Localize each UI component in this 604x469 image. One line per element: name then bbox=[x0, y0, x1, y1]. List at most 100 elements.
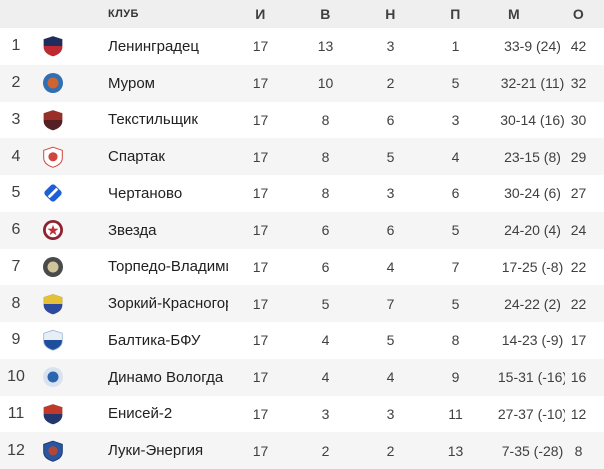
club-logo-icon bbox=[32, 65, 74, 102]
points-cell: 27 bbox=[570, 185, 587, 202]
goals-cell: 27-37 (-10) bbox=[497, 405, 565, 422]
wins-cell: 3 bbox=[321, 405, 330, 422]
points-cell: 8 bbox=[574, 442, 583, 459]
games-cell: 17 bbox=[252, 111, 269, 128]
wins-cell: 4 bbox=[321, 369, 330, 386]
games-cell: 17 bbox=[252, 295, 269, 312]
points-cell: 30 bbox=[570, 111, 587, 128]
goals-cell: 24-20 (4) bbox=[504, 222, 561, 239]
club-name: Текстильщик bbox=[108, 111, 198, 129]
games-cell: 17 bbox=[252, 332, 269, 349]
club-logo-icon bbox=[32, 175, 74, 212]
goals-cell: 17-25 (-8) bbox=[501, 258, 564, 275]
table-body: 1 Ленинградец 17 13 3 1 33-9 (24) 42 2 М… bbox=[0, 28, 604, 469]
club-name: Спартак bbox=[108, 148, 165, 166]
goals-cell: 24-22 (2) bbox=[504, 295, 561, 312]
club-logo-icon bbox=[32, 396, 74, 433]
draws-cell: 2 bbox=[386, 442, 395, 459]
points-cell: 42 bbox=[570, 38, 587, 55]
club-logo-icon bbox=[32, 322, 74, 359]
position-cell: 9 bbox=[11, 331, 21, 349]
draws-cell: 6 bbox=[386, 222, 395, 239]
draws-cell: 3 bbox=[386, 185, 395, 202]
club-logo-icon bbox=[32, 249, 74, 286]
goals-cell: 32-21 (11) bbox=[500, 75, 565, 92]
wins-cell: 6 bbox=[321, 258, 330, 275]
header-cell-club: КЛУБ bbox=[108, 8, 139, 20]
points-cell: 24 bbox=[570, 222, 587, 239]
wins-cell: 10 bbox=[317, 75, 334, 92]
wins-cell: 13 bbox=[317, 38, 334, 55]
table-row[interactable]: 3 Текстильщик 17 8 6 3 30-14 (16) 30 bbox=[0, 101, 604, 139]
club-name: Чертаново bbox=[108, 184, 183, 202]
club-name: Ленинградец bbox=[108, 37, 199, 55]
position-cell: 4 bbox=[11, 147, 21, 165]
draws-cell: 4 bbox=[386, 369, 395, 386]
wins-cell: 2 bbox=[321, 442, 330, 459]
losses-cell: 5 bbox=[451, 75, 460, 92]
wins-cell: 8 bbox=[321, 148, 330, 165]
games-cell: 17 bbox=[252, 258, 269, 275]
table-row[interactable]: 12 Луки-Энергия 17 2 2 13 7-35 (-28) 8 bbox=[0, 432, 604, 469]
points-cell: 29 bbox=[570, 148, 587, 165]
games-cell: 17 bbox=[252, 369, 269, 386]
wins-cell: 5 bbox=[321, 295, 330, 312]
games-cell: 17 bbox=[252, 442, 269, 459]
losses-cell: 9 bbox=[451, 369, 460, 386]
draws-cell: 3 bbox=[386, 405, 395, 422]
club-logo-icon bbox=[32, 102, 74, 139]
losses-cell: 4 bbox=[451, 148, 460, 165]
table-row[interactable]: 11 Енисей-2 17 3 3 11 27-37 (-10) 12 bbox=[0, 395, 604, 433]
position-cell: 6 bbox=[11, 221, 21, 239]
position-cell: 10 bbox=[7, 368, 25, 386]
goals-cell: 23-15 (8) bbox=[504, 148, 561, 165]
goals-cell: 14-23 (-9) bbox=[501, 332, 564, 349]
draws-cell: 5 bbox=[386, 148, 395, 165]
header-cell-points: О bbox=[572, 6, 585, 22]
losses-cell: 3 bbox=[451, 111, 460, 128]
table-row[interactable]: 4 Спартак 17 8 5 4 23-15 (8) 29 bbox=[0, 138, 604, 175]
club-logo-icon bbox=[32, 285, 74, 322]
table-row[interactable]: 10 Динамо Вологда 17 4 4 9 15-31 (-16) 1… bbox=[0, 358, 604, 396]
club-logo-icon bbox=[32, 212, 74, 249]
club-name: Зоркий-Красногорск bbox=[108, 295, 228, 313]
club-name: Енисей-2 bbox=[108, 405, 173, 423]
table-header: КЛУБ И В Н П М О bbox=[0, 0, 604, 28]
club-name: Муром bbox=[108, 74, 155, 92]
table-row[interactable]: 6 Звезда 17 6 6 5 24-20 (4) 24 bbox=[0, 211, 604, 249]
table-row[interactable]: 5 Чертаново 17 8 3 6 30-24 (6) 27 bbox=[0, 175, 604, 212]
club-name: Торпедо-Владимир bbox=[108, 258, 228, 276]
losses-cell: 6 bbox=[451, 185, 460, 202]
wins-cell: 8 bbox=[321, 185, 330, 202]
table-row[interactable]: 9 Балтика-БФУ 17 4 5 8 14-23 (-9) 17 bbox=[0, 322, 604, 359]
table-row[interactable]: 1 Ленинградец 17 13 3 1 33-9 (24) 42 bbox=[0, 28, 604, 65]
club-logo-icon bbox=[32, 432, 74, 469]
table-row[interactable]: 2 Муром 17 10 2 5 32-21 (11) 32 bbox=[0, 64, 604, 102]
losses-cell: 13 bbox=[447, 442, 464, 459]
goals-cell: 30-24 (6) bbox=[504, 185, 561, 202]
wins-cell: 6 bbox=[321, 222, 330, 239]
goals-cell: 33-9 (24) bbox=[504, 38, 561, 55]
position-cell: 5 bbox=[11, 184, 21, 202]
header-cell-logo bbox=[32, 0, 74, 28]
header-cell-wins: В bbox=[320, 6, 331, 22]
table-row[interactable]: 8 Зоркий-Красногорск 17 5 7 5 24-22 (2) … bbox=[0, 285, 604, 322]
position-cell: 1 bbox=[11, 37, 21, 55]
goals-cell: 15-31 (-16) bbox=[497, 369, 565, 386]
header-cell-draws: Н bbox=[385, 6, 396, 22]
goals-cell: 7-35 (-28) bbox=[501, 442, 564, 459]
wins-cell: 4 bbox=[321, 332, 330, 349]
games-cell: 17 bbox=[252, 148, 269, 165]
header-cell-losses: П bbox=[450, 6, 461, 22]
position-cell: 7 bbox=[11, 257, 21, 275]
draws-cell: 5 bbox=[386, 332, 395, 349]
games-cell: 17 bbox=[252, 405, 269, 422]
position-cell: 2 bbox=[11, 74, 21, 92]
club-logo-icon bbox=[32, 138, 74, 175]
header-cell-position bbox=[0, 0, 32, 28]
games-cell: 17 bbox=[252, 38, 269, 55]
table-row[interactable]: 7 Торпедо-Владимир 17 6 4 7 17-25 (-8) 2… bbox=[0, 248, 604, 286]
position-cell: 3 bbox=[11, 110, 21, 128]
points-cell: 17 bbox=[570, 332, 587, 349]
